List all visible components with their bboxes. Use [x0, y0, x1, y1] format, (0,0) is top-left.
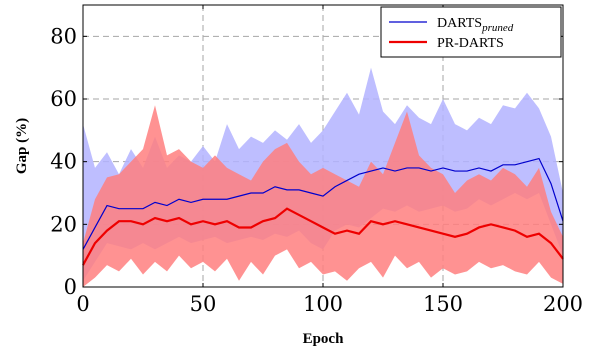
x-tick-label: 200: [543, 292, 583, 316]
y-tick-label: 0: [64, 275, 77, 299]
axis-ticks: 0 50 100 150 200 0 20 40 60 80: [50, 5, 583, 316]
x-tick-label: 150: [423, 292, 463, 316]
series-lines: [82, 157, 564, 266]
x-tick-label: 0: [76, 292, 89, 316]
legend: DARTSpruned PR-DARTS: [380, 6, 562, 58]
x-tick-label: 100: [303, 292, 343, 316]
line-darts-pruned: [82, 157, 564, 250]
y-tick-label: 60: [50, 87, 77, 111]
line-pr-darts: [82, 207, 564, 266]
legend-label-pr-darts: PR-DARTS: [437, 36, 504, 51]
legend-box: [380, 6, 562, 58]
x-tick-label: 50: [190, 292, 217, 316]
legend-label-darts-pruned: DARTSpruned: [437, 16, 514, 34]
y-tick-label: 20: [50, 212, 77, 236]
x-axis-label: Epoch: [303, 331, 345, 347]
y-tick-label: 80: [50, 24, 77, 48]
y-tick-label: 40: [50, 150, 77, 174]
y-axis-label: Gap (%): [14, 118, 30, 174]
